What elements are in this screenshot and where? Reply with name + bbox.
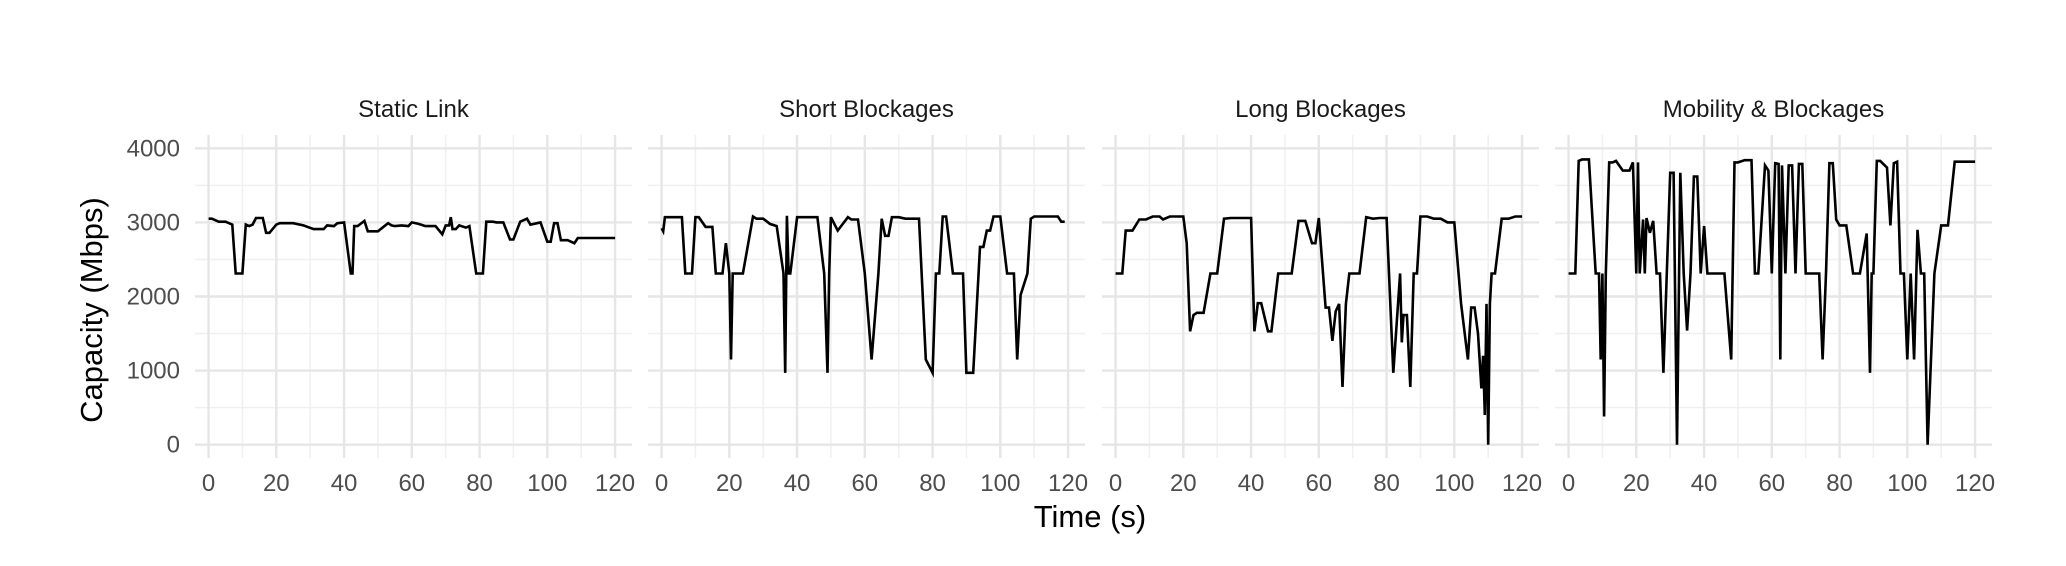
x-tick-label: 20 bbox=[1170, 470, 1197, 497]
x-tick-label: 100 bbox=[527, 470, 567, 497]
x-tick-label: 100 bbox=[1887, 470, 1927, 497]
y-tick-label: 0 bbox=[167, 432, 180, 459]
x-tick-label: 60 bbox=[1305, 470, 1332, 497]
x-tick-label: 120 bbox=[1502, 470, 1542, 497]
y-tick-label: 3000 bbox=[127, 209, 180, 236]
x-tick-label: 80 bbox=[1373, 470, 1400, 497]
y-axis-title: Capacity (Mbps) bbox=[74, 197, 109, 423]
series-line bbox=[662, 216, 1065, 373]
x-axis-title: Time (s) bbox=[1034, 499, 1147, 534]
panel-title: Static Link bbox=[358, 96, 470, 123]
x-tick-label: 100 bbox=[1434, 470, 1474, 497]
x-tick-label: 0 bbox=[202, 470, 215, 497]
y-tick-label: 1000 bbox=[127, 358, 180, 385]
y-tick-label: 2000 bbox=[127, 284, 180, 311]
panel-title: Short Blockages bbox=[779, 96, 954, 123]
x-tick-label: 40 bbox=[784, 470, 811, 497]
x-tick-label: 20 bbox=[716, 470, 743, 497]
panel-2: Long Blockages 0 20 40 60 80 100 120 bbox=[1102, 96, 1542, 497]
x-tick-label: 80 bbox=[466, 470, 493, 497]
x-tick-label: 60 bbox=[1758, 470, 1785, 497]
panel-1: Short Blockages 0 20 40 60 80 100 120 bbox=[648, 96, 1088, 497]
y-tick-label: 4000 bbox=[127, 135, 180, 162]
x-tick-label: 120 bbox=[1048, 470, 1088, 497]
x-tick-label: 40 bbox=[1238, 470, 1265, 497]
x-tick-label: 20 bbox=[263, 470, 290, 497]
x-tick-label: 0 bbox=[655, 470, 668, 497]
x-tick-label: 60 bbox=[851, 470, 878, 497]
x-tick-label: 40 bbox=[1691, 470, 1718, 497]
panel-title: Mobility & Blockages bbox=[1663, 96, 1884, 123]
x-tick-label: 20 bbox=[1623, 470, 1650, 497]
x-tick-label: 40 bbox=[331, 470, 358, 497]
panel-title: Long Blockages bbox=[1235, 96, 1406, 123]
x-tick-label: 60 bbox=[398, 470, 425, 497]
x-tick-label: 100 bbox=[980, 470, 1020, 497]
x-tick-label: 80 bbox=[919, 470, 946, 497]
x-tick-label: 120 bbox=[1955, 470, 1995, 497]
panel-3: Mobility & Blockages 0 20 40 60 80 100 120 bbox=[1555, 96, 1995, 497]
x-tick-label: 0 bbox=[1562, 470, 1575, 497]
x-tick-label: 80 bbox=[1826, 470, 1853, 497]
x-tick-label: 0 bbox=[1109, 470, 1122, 497]
panel-0: Static Link 0 20 40 60 80 100 120 0 1000 2000 3000 4… bbox=[127, 96, 635, 497]
x-tick-label: 120 bbox=[595, 470, 635, 497]
